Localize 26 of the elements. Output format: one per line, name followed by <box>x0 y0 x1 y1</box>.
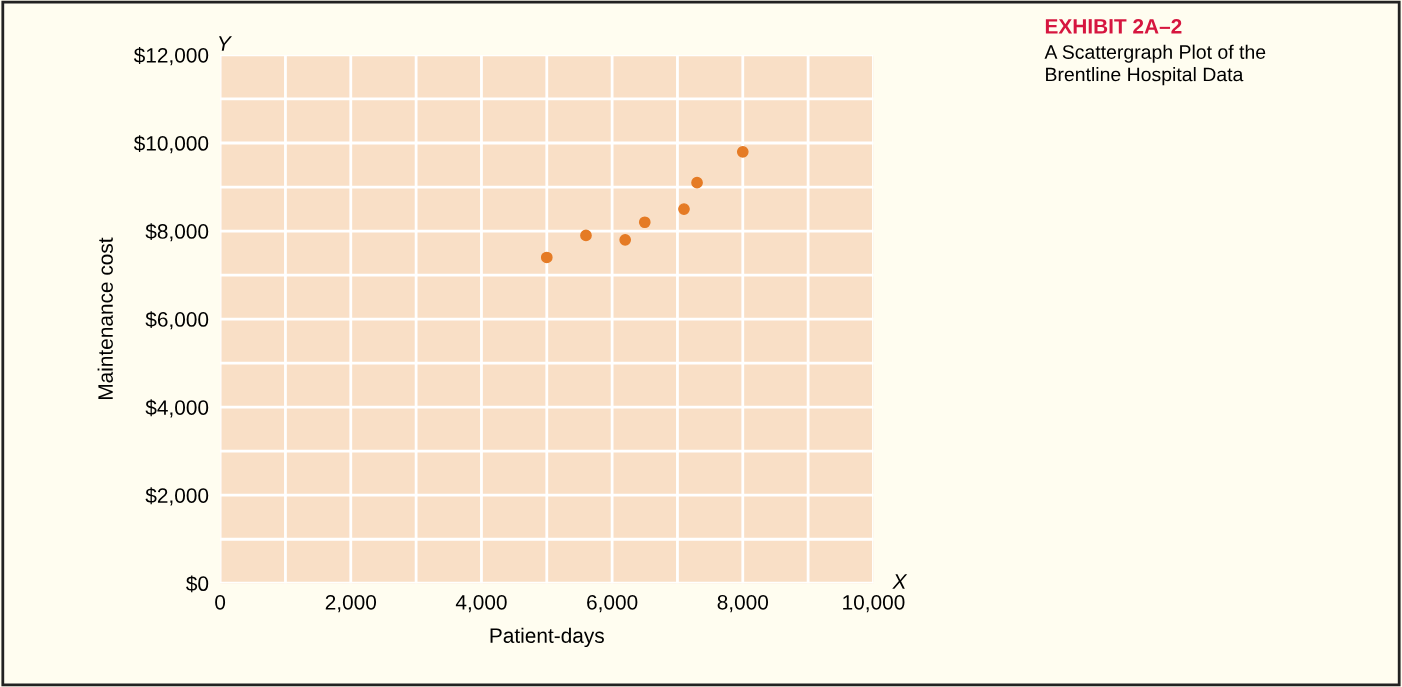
x-tick-label: 10,000 <box>843 594 905 613</box>
text: EXHIBIT 2A–2 <box>1045 18 1182 34</box>
y-axis-title: Maintenance cost <box>97 237 113 400</box>
x-tick-label: 2,000 <box>325 594 377 613</box>
y-tick-label: $6,000 <box>145 311 209 330</box>
y-tick-label: $4,000 <box>145 399 209 418</box>
point <box>736 145 749 158</box>
text: Y <box>219 36 232 51</box>
point <box>619 234 632 246</box>
text: A Scattergraph Plot of the Brentline Hospital Data <box>1044 44 1266 86</box>
point <box>540 251 553 264</box>
y-tick-label: $0 <box>186 575 209 593</box>
point <box>691 176 703 189</box>
x-tick-label: 6,000 <box>587 594 638 613</box>
x-tick-label: 4,000 <box>455 594 507 613</box>
x-tick-label: 8,000 <box>717 594 769 613</box>
y-tick-label: $8,000 <box>145 223 209 242</box>
point <box>638 216 651 229</box>
x-axis-title: Patient-days <box>490 627 604 648</box>
point <box>678 203 690 215</box>
y-tick-label: $2,000 <box>145 487 209 506</box>
y-tick-label: $12,000 <box>133 47 209 66</box>
x-tick-label: 0 <box>215 594 226 610</box>
y-tick-label: $10,000 <box>133 135 209 154</box>
text: X <box>892 574 908 589</box>
point <box>580 229 592 242</box>
